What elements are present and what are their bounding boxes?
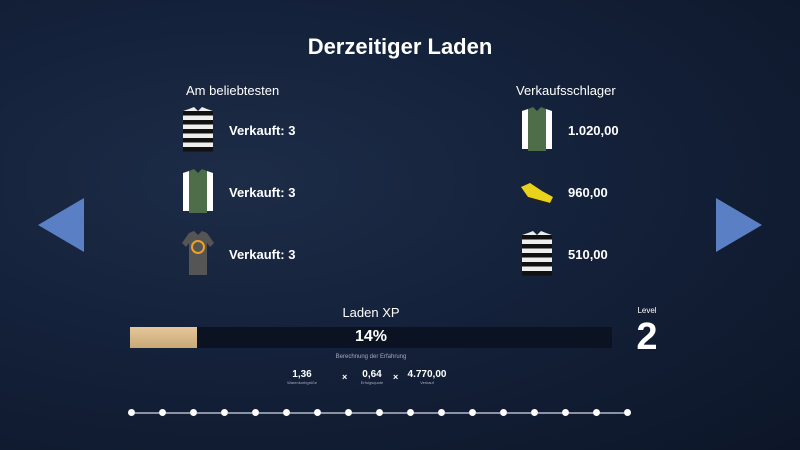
pagination-dot[interactable] — [159, 409, 166, 416]
black-white-striped-shirt-icon — [520, 229, 554, 279]
pagination-dot[interactable] — [314, 409, 321, 416]
bestsellers-item-label: 510,00 — [568, 246, 608, 262]
previous-arrow-icon[interactable] — [38, 198, 84, 252]
popular-header: Am beliebtesten — [186, 83, 280, 98]
pagination-dot[interactable] — [593, 409, 600, 416]
bestsellers-item-label: 960,00 — [568, 184, 608, 200]
popular-item: Verkauft: 3 — [181, 105, 295, 155]
bestsellers-item: 510,00 — [520, 229, 608, 279]
pagination-dot[interactable] — [221, 409, 228, 416]
pagination-dot[interactable] — [376, 409, 383, 416]
pagination-dot[interactable] — [438, 409, 445, 416]
bestsellers-item: 960,00 — [520, 167, 608, 217]
yellow-boot-icon — [520, 167, 554, 217]
pagination-dot[interactable] — [283, 409, 290, 416]
pagination-connector — [197, 411, 221, 414]
pagination-connector — [321, 411, 345, 414]
popular-item-label: Verkauft: 3 — [229, 122, 296, 138]
pagination-dot[interactable] — [252, 409, 259, 416]
pagination-connector — [228, 411, 252, 414]
black-white-striped-shirt-icon — [181, 105, 215, 155]
pagination-dot[interactable] — [190, 409, 197, 416]
pagination-connector — [290, 411, 314, 414]
pagination-dot[interactable] — [531, 409, 538, 416]
pagination-connector — [383, 411, 407, 414]
pagination-dot[interactable] — [500, 409, 507, 416]
multiply-sign: × — [342, 372, 348, 382]
level-value: 2 — [636, 316, 658, 358]
xp-title: Laden XP — [342, 305, 400, 320]
popular-item-label: Verkauft: 3 — [229, 246, 296, 262]
popular-item-label: Verkauft: 3 — [229, 184, 296, 200]
factor-cart-size: 1,36 Warenkorbgröße — [287, 369, 317, 385]
bestsellers-header: Verkaufsschlager — [516, 83, 616, 98]
pagination-connector — [259, 411, 283, 414]
factor-sales: 4.770,00 Verkauf — [407, 369, 447, 385]
pagination-connector — [135, 411, 159, 414]
grey-logo-tshirt-icon — [181, 229, 215, 279]
pagination-dot[interactable] — [128, 409, 135, 416]
factor-success-rate: 0,64 Erfolgsquote — [360, 369, 384, 385]
xp-percent: 14% — [354, 328, 388, 345]
pagination-connector — [538, 411, 562, 414]
bestsellers-item: 1.020,00 — [520, 105, 619, 155]
pagination-connector — [600, 411, 624, 414]
pagination-connector — [414, 411, 438, 414]
pagination-dot[interactable] — [562, 409, 569, 416]
pagination-connector — [445, 411, 469, 414]
pagination-dot[interactable] — [469, 409, 476, 416]
pagination-connector — [352, 411, 376, 414]
pagination-connector — [569, 411, 593, 414]
page-title: Derzeitiger Laden — [307, 34, 493, 59]
xp-progress-bar — [130, 327, 612, 348]
green-shirt-icon — [520, 105, 554, 155]
next-arrow-icon[interactable] — [716, 198, 762, 252]
pagination-dot[interactable] — [624, 409, 631, 416]
pagination-dot[interactable] — [345, 409, 352, 416]
pagination-connector — [476, 411, 500, 414]
pagination — [128, 409, 631, 416]
pagination-connector — [507, 411, 531, 414]
green-shirt-icon — [181, 167, 215, 217]
multiply-sign: × — [393, 372, 399, 382]
popular-item: Verkauft: 3 — [181, 167, 295, 217]
popular-item: Verkauft: 3 — [181, 229, 295, 279]
pagination-connector — [166, 411, 190, 414]
pagination-dot[interactable] — [407, 409, 414, 416]
bestsellers-item-label: 1.020,00 — [568, 122, 619, 138]
calc-label: Berechnung der Erfahrung — [335, 354, 407, 360]
xp-progress-fill — [130, 327, 198, 348]
level-label: Level — [637, 306, 657, 315]
